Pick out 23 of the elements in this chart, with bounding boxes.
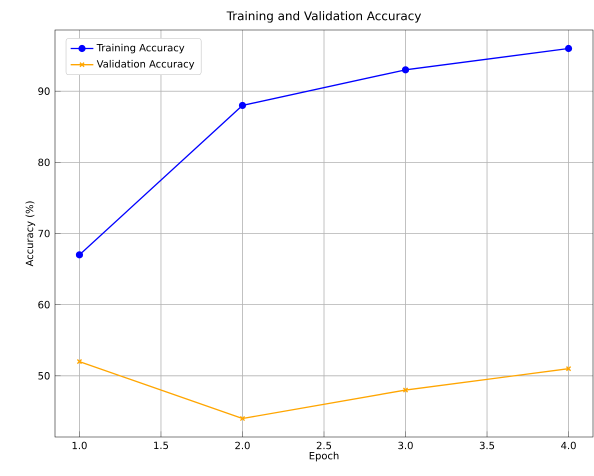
point: [238, 102, 246, 110]
point: [240, 416, 246, 422]
x-tick-label: 3.0: [398, 442, 413, 450]
point: [402, 387, 408, 393]
x-tick-label: 2.0: [235, 442, 250, 450]
legend-label: Validation Accuracy: [96, 60, 194, 70]
x-tick-label: 1.5: [154, 442, 168, 450]
y-tick-label: 60: [38, 300, 50, 308]
y-tick-label: 70: [38, 230, 50, 238]
x-tick-label: 4.0: [561, 442, 576, 450]
point: [402, 66, 410, 74]
y-axis-title: Accuracy (%): [26, 201, 36, 266]
chart-title: Training and Validation Accuracy: [226, 11, 422, 23]
point: [564, 44, 572, 52]
x-tick-label: 1.0: [72, 442, 87, 450]
y-tick-label: 50: [38, 372, 50, 380]
point: [76, 251, 84, 258]
x-tick-label: 3.5: [480, 442, 494, 450]
y-tick-label: 80: [38, 158, 50, 166]
x-axis-title: Epoch: [310, 452, 338, 462]
x-tick-label: 2.5: [316, 442, 332, 450]
legend-label: Training Accuracy: [96, 44, 184, 54]
y-tick-label: 90: [38, 87, 50, 95]
